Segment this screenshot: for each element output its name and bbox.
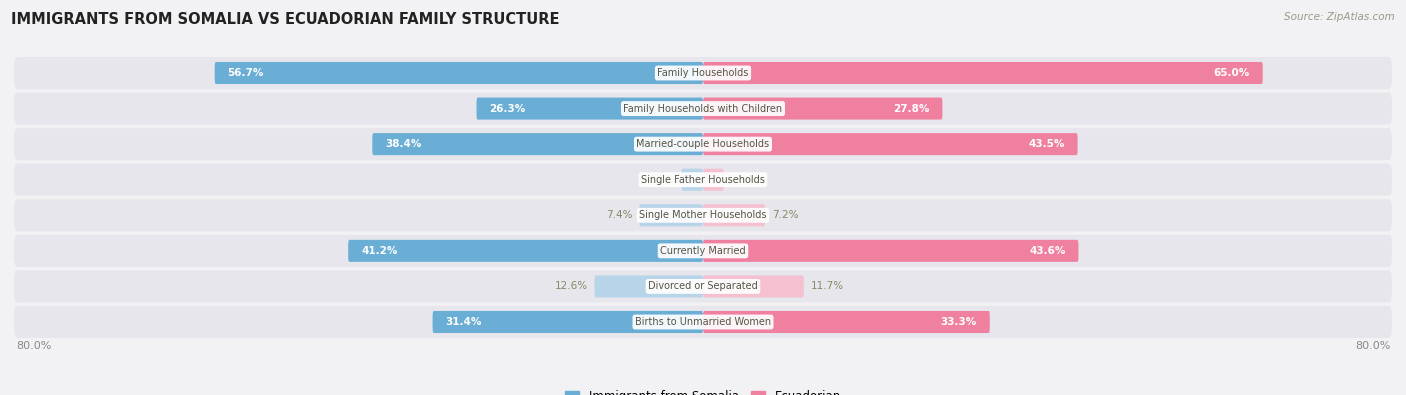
Text: Currently Married: Currently Married (661, 246, 745, 256)
FancyBboxPatch shape (14, 57, 1392, 89)
Text: 56.7%: 56.7% (228, 68, 264, 78)
Text: 11.7%: 11.7% (811, 281, 844, 292)
FancyBboxPatch shape (703, 62, 1263, 84)
Text: 33.3%: 33.3% (941, 317, 977, 327)
FancyBboxPatch shape (14, 164, 1392, 196)
Text: Married-couple Households: Married-couple Households (637, 139, 769, 149)
Text: IMMIGRANTS FROM SOMALIA VS ECUADORIAN FAMILY STRUCTURE: IMMIGRANTS FROM SOMALIA VS ECUADORIAN FA… (11, 12, 560, 27)
Legend: Immigrants from Somalia, Ecuadorian: Immigrants from Somalia, Ecuadorian (561, 385, 845, 395)
FancyBboxPatch shape (349, 240, 703, 262)
Text: 7.2%: 7.2% (772, 210, 799, 220)
FancyBboxPatch shape (215, 62, 703, 84)
FancyBboxPatch shape (640, 204, 703, 226)
FancyBboxPatch shape (703, 169, 724, 191)
Text: Births to Unmarried Women: Births to Unmarried Women (636, 317, 770, 327)
Text: 12.6%: 12.6% (554, 281, 588, 292)
FancyBboxPatch shape (477, 98, 703, 120)
Text: 38.4%: 38.4% (385, 139, 422, 149)
Text: Divorced or Separated: Divorced or Separated (648, 281, 758, 292)
Text: Family Households with Children: Family Households with Children (623, 103, 783, 114)
Text: 31.4%: 31.4% (446, 317, 482, 327)
FancyBboxPatch shape (703, 311, 990, 333)
Text: Single Father Households: Single Father Households (641, 175, 765, 185)
FancyBboxPatch shape (682, 169, 703, 191)
FancyBboxPatch shape (14, 235, 1392, 267)
FancyBboxPatch shape (703, 275, 804, 297)
FancyBboxPatch shape (14, 306, 1392, 338)
FancyBboxPatch shape (14, 271, 1392, 303)
Text: Single Mother Households: Single Mother Households (640, 210, 766, 220)
FancyBboxPatch shape (14, 199, 1392, 231)
FancyBboxPatch shape (703, 240, 1078, 262)
Text: 27.8%: 27.8% (893, 103, 929, 114)
FancyBboxPatch shape (703, 98, 942, 120)
Text: 26.3%: 26.3% (489, 103, 526, 114)
Text: 43.5%: 43.5% (1028, 139, 1064, 149)
Text: 80.0%: 80.0% (15, 341, 51, 351)
FancyBboxPatch shape (595, 275, 703, 297)
Text: 2.4%: 2.4% (731, 175, 756, 185)
FancyBboxPatch shape (703, 204, 765, 226)
Text: 41.2%: 41.2% (361, 246, 398, 256)
FancyBboxPatch shape (14, 92, 1392, 124)
Text: 7.4%: 7.4% (606, 210, 633, 220)
FancyBboxPatch shape (433, 311, 703, 333)
Text: 43.6%: 43.6% (1029, 246, 1066, 256)
Text: Family Households: Family Households (658, 68, 748, 78)
Text: 65.0%: 65.0% (1213, 68, 1250, 78)
Text: 2.5%: 2.5% (648, 175, 675, 185)
FancyBboxPatch shape (703, 133, 1077, 155)
FancyBboxPatch shape (373, 133, 703, 155)
Text: Source: ZipAtlas.com: Source: ZipAtlas.com (1284, 12, 1395, 22)
Text: 80.0%: 80.0% (1355, 341, 1391, 351)
FancyBboxPatch shape (14, 128, 1392, 160)
